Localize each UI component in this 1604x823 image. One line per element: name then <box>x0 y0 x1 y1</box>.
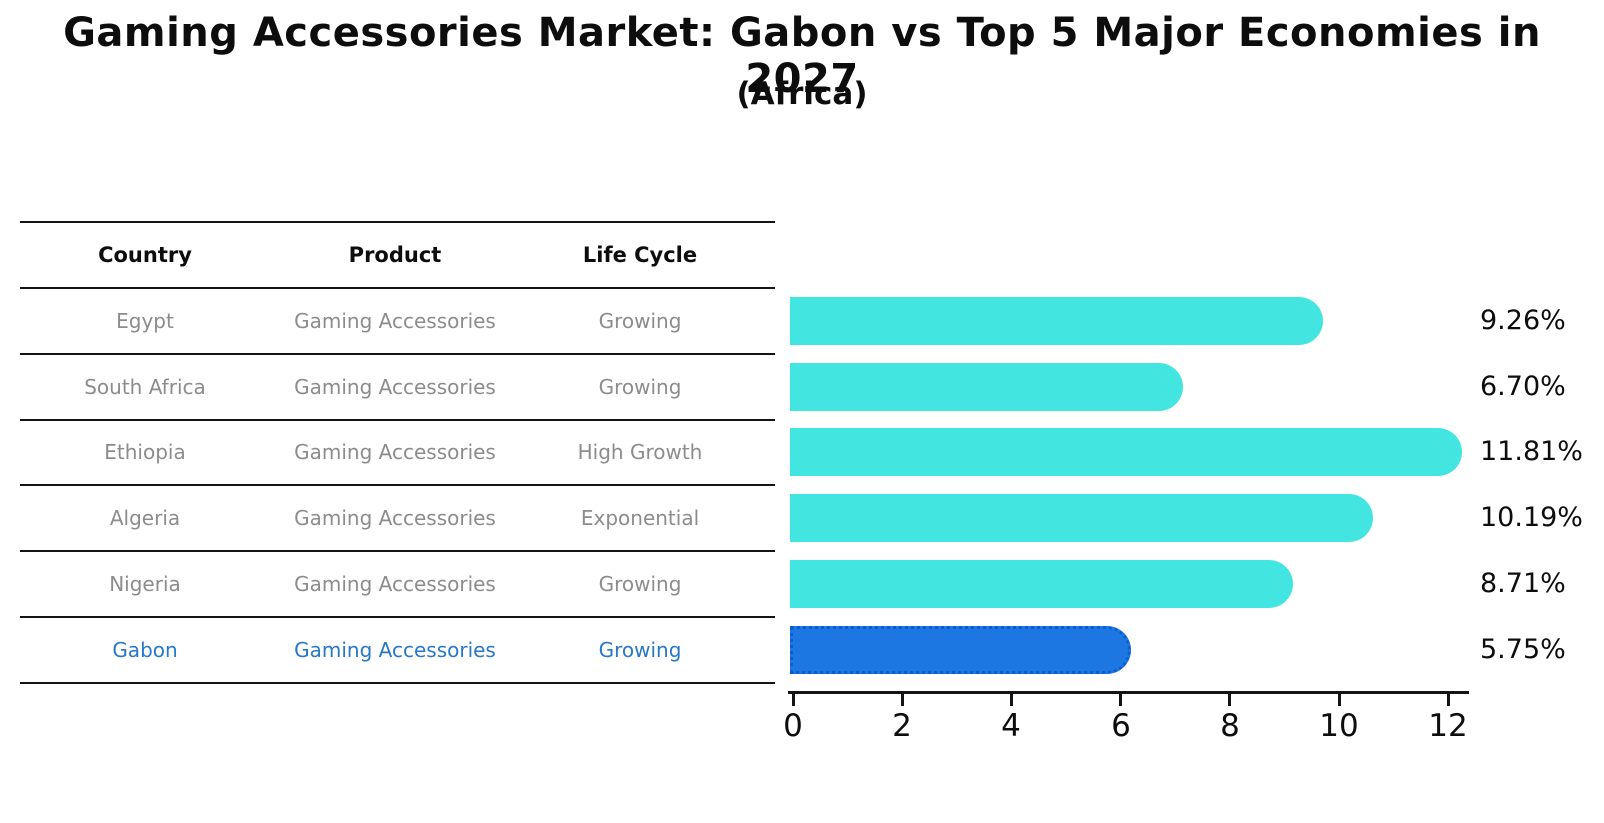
table-divider <box>20 287 775 289</box>
table-header-country: Country <box>98 243 192 267</box>
x-axis-tick <box>792 694 795 706</box>
value-label-egypt: 9.26% <box>1480 305 1566 336</box>
x-axis-tick-label: 2 <box>892 708 912 744</box>
x-axis-tick-label: 10 <box>1319 708 1359 744</box>
bar-egypt <box>790 297 1323 345</box>
x-axis-tick-label: 4 <box>1001 708 1021 744</box>
x-axis-tick <box>1447 694 1450 706</box>
x-axis-tick <box>1228 694 1231 706</box>
table-divider <box>20 616 775 618</box>
bar-gabon <box>790 626 1131 674</box>
table-divider <box>20 221 775 223</box>
bar-nigeria <box>790 560 1293 608</box>
x-axis-tick <box>901 694 904 706</box>
value-label-algeria: 10.19% <box>1480 502 1583 533</box>
table-divider <box>20 353 775 355</box>
table-header-life-cycle: Life Cycle <box>582 243 698 267</box>
chart-title: Gaming Accessories Market: Gabon vs Top … <box>63 10 1541 102</box>
chart-subtitle: (Africa) <box>736 76 868 112</box>
table-cell-product: Gaming Accessories <box>294 375 496 399</box>
table-cell-country: Egypt <box>116 309 174 333</box>
x-axis-tick-label: 0 <box>783 708 803 744</box>
value-label-gabon: 5.75% <box>1480 634 1566 665</box>
table-cell-product: Gaming Accessories <box>294 440 496 464</box>
x-axis-tick <box>1119 694 1122 706</box>
table-divider <box>20 484 775 486</box>
table-cell-product: Gaming Accessories <box>294 638 496 662</box>
x-axis-tick-label: 12 <box>1428 708 1468 744</box>
table-divider <box>20 682 775 684</box>
value-label-nigeria: 8.71% <box>1480 568 1566 599</box>
table-cell-life-cycle: Growing <box>598 309 682 333</box>
table-cell-product: Gaming Accessories <box>294 309 496 333</box>
table-cell-life-cycle: Growing <box>598 375 682 399</box>
table-cell-country: Nigeria <box>109 572 181 596</box>
x-axis-tick <box>1010 694 1013 706</box>
table-divider <box>20 550 775 552</box>
bar-algeria <box>790 494 1373 542</box>
x-axis-tick <box>1338 694 1341 706</box>
x-axis-tick-label: 6 <box>1111 708 1131 744</box>
bar-ethiopia <box>790 428 1462 476</box>
table-cell-country: Gabon <box>112 638 178 662</box>
bar-south-africa <box>790 363 1183 411</box>
table-cell-country: Ethiopia <box>104 440 186 464</box>
table-cell-life-cycle: Growing <box>598 572 682 596</box>
x-axis-tick-label: 8 <box>1220 708 1240 744</box>
table-cell-life-cycle: High Growth <box>577 440 703 464</box>
table-cell-product: Gaming Accessories <box>294 572 496 596</box>
table-cell-life-cycle: Exponential <box>580 506 700 530</box>
table-cell-product: Gaming Accessories <box>294 506 496 530</box>
table-cell-life-cycle: Growing <box>598 638 682 662</box>
value-label-south-africa: 6.70% <box>1480 371 1566 402</box>
table-divider <box>20 419 775 421</box>
value-label-ethiopia: 11.81% <box>1480 436 1583 467</box>
table-header-product: Product <box>348 243 442 267</box>
table-cell-country: South Africa <box>84 375 206 399</box>
x-axis-line <box>788 691 1469 694</box>
table-cell-country: Algeria <box>109 506 181 530</box>
